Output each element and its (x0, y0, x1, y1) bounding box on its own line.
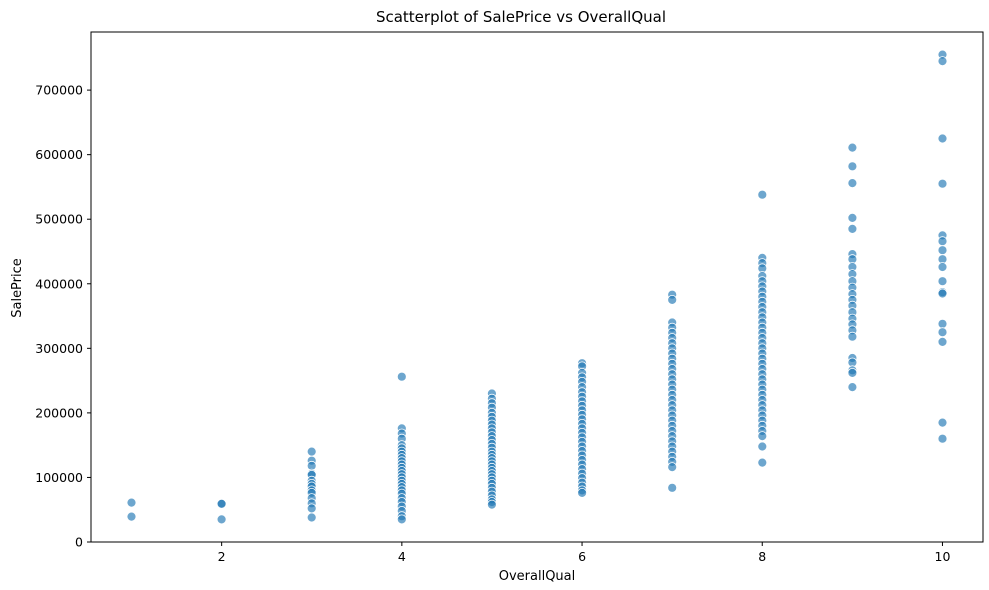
data-point (937, 288, 948, 299)
data-point (486, 499, 497, 510)
data-point (937, 245, 948, 256)
data-point (847, 161, 858, 172)
data-point (757, 431, 768, 442)
data-point (847, 382, 858, 393)
data-point (847, 178, 858, 189)
x-axis-label: OverallQual (499, 569, 576, 584)
data-point (757, 457, 768, 468)
data-point (847, 223, 858, 234)
y-tick-label: 300000 (35, 341, 83, 356)
data-point (937, 276, 948, 287)
y-tick-label: 500000 (35, 212, 83, 227)
y-tick-label: 400000 (35, 276, 83, 291)
data-point (847, 331, 858, 342)
data-point (126, 511, 137, 522)
x-tick-label: 6 (578, 549, 586, 564)
data-point (937, 178, 948, 189)
data-point (126, 497, 137, 508)
data-point (667, 482, 678, 493)
x-tick-label: 2 (218, 549, 226, 564)
data-point (937, 236, 948, 247)
data-point (306, 512, 317, 523)
data-point (577, 487, 587, 498)
data-point (757, 441, 768, 452)
x-tick-label: 10 (935, 549, 951, 564)
data-point (847, 367, 858, 378)
data-point (396, 371, 407, 382)
data-point (757, 189, 768, 200)
data-point (396, 514, 407, 525)
data-point (216, 498, 227, 509)
chart-title: Scatterplot of SalePrice vs OverallQual (376, 8, 666, 26)
x-tick-label: 8 (758, 549, 766, 564)
data-point (937, 262, 948, 272)
plot-points (126, 49, 948, 525)
data-point (847, 142, 858, 153)
data-point (937, 56, 948, 66)
data-point (216, 514, 227, 525)
data-point (937, 327, 948, 338)
x-axis-ticks: 2 4 6 8 10 (218, 542, 951, 564)
y-tick-label: 100000 (35, 470, 83, 485)
y-tick-label: 200000 (35, 405, 83, 420)
data-point (306, 446, 317, 457)
x-tick-label: 4 (398, 549, 406, 564)
data-point (937, 417, 948, 428)
data-point (937, 433, 948, 444)
y-axis-label: SalePrice (10, 258, 25, 318)
data-point (667, 462, 678, 473)
data-point (306, 503, 317, 514)
y-tick-label: 600000 (35, 147, 83, 162)
data-point (937, 336, 948, 347)
y-tick-label: 700000 (35, 83, 83, 98)
data-point (667, 294, 678, 305)
data-point (937, 133, 948, 144)
plot-frame (90, 31, 984, 543)
data-point (847, 212, 858, 223)
data-point (937, 318, 948, 329)
y-tick-label: 0 (75, 535, 83, 550)
y-axis-ticks: 0 100000 200000 300000 400000 500000 600000 700… (35, 83, 91, 550)
